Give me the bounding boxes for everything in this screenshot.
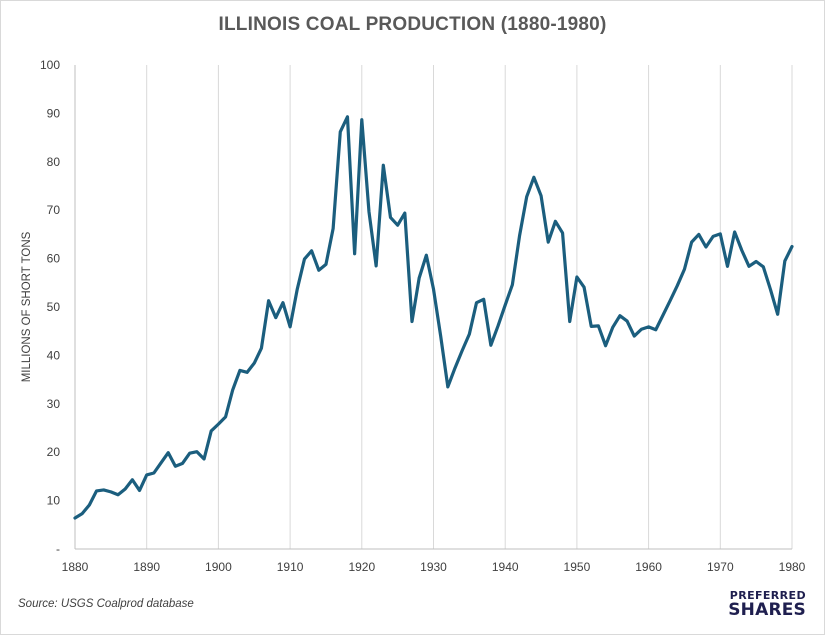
x-tick-label: 1920 — [348, 560, 375, 574]
x-tick-label: 1900 — [205, 560, 232, 574]
x-tick-label: 1910 — [277, 560, 304, 574]
y-tick-label: 50 — [47, 300, 61, 314]
x-tick-label: 1890 — [133, 560, 160, 574]
series-group — [73, 115, 794, 520]
y-tick-label: 100 — [40, 58, 60, 72]
x-tick-label: 1960 — [635, 560, 662, 574]
gridlines — [146, 65, 793, 549]
axes — [74, 65, 792, 550]
x-tick-label: 1950 — [564, 560, 591, 574]
y-tick-label: 80 — [47, 155, 61, 169]
y-tick-label: 30 — [47, 397, 61, 411]
logo-line-2: SHARES — [728, 600, 806, 620]
source-note: Source: USGS Coalprod database — [18, 598, 194, 610]
x-tick-label: 1940 — [492, 560, 519, 574]
series-line — [73, 115, 794, 520]
logo-line-1: PREFERRED — [729, 589, 806, 602]
y-tick-label: 10 — [47, 494, 61, 508]
y-tick-label: 60 — [47, 252, 61, 266]
y-tick-label: - — [56, 542, 60, 556]
chart-title: ILLINOIS COAL PRODUCTION (1880-1980) — [218, 14, 607, 35]
x-tick-label: 1980 — [779, 560, 806, 574]
y-tick-label: 40 — [47, 348, 61, 362]
x-tick-label: 1970 — [707, 560, 734, 574]
x-tick-label: 1930 — [420, 560, 447, 574]
x-tick-label: 1880 — [62, 560, 89, 574]
y-tick-label: 20 — [47, 445, 61, 459]
tick-labels: 1880 1890 1900 1910 1920 1930 1940 1950 1960 1970… — [40, 58, 806, 574]
y-axis-label: MILLIONS OF SHORT TONS — [21, 231, 33, 382]
brand-logo: PREFERRED SHARES — [724, 590, 806, 619]
y-tick-label: 70 — [47, 203, 61, 217]
y-tick-label: 90 — [47, 106, 61, 120]
